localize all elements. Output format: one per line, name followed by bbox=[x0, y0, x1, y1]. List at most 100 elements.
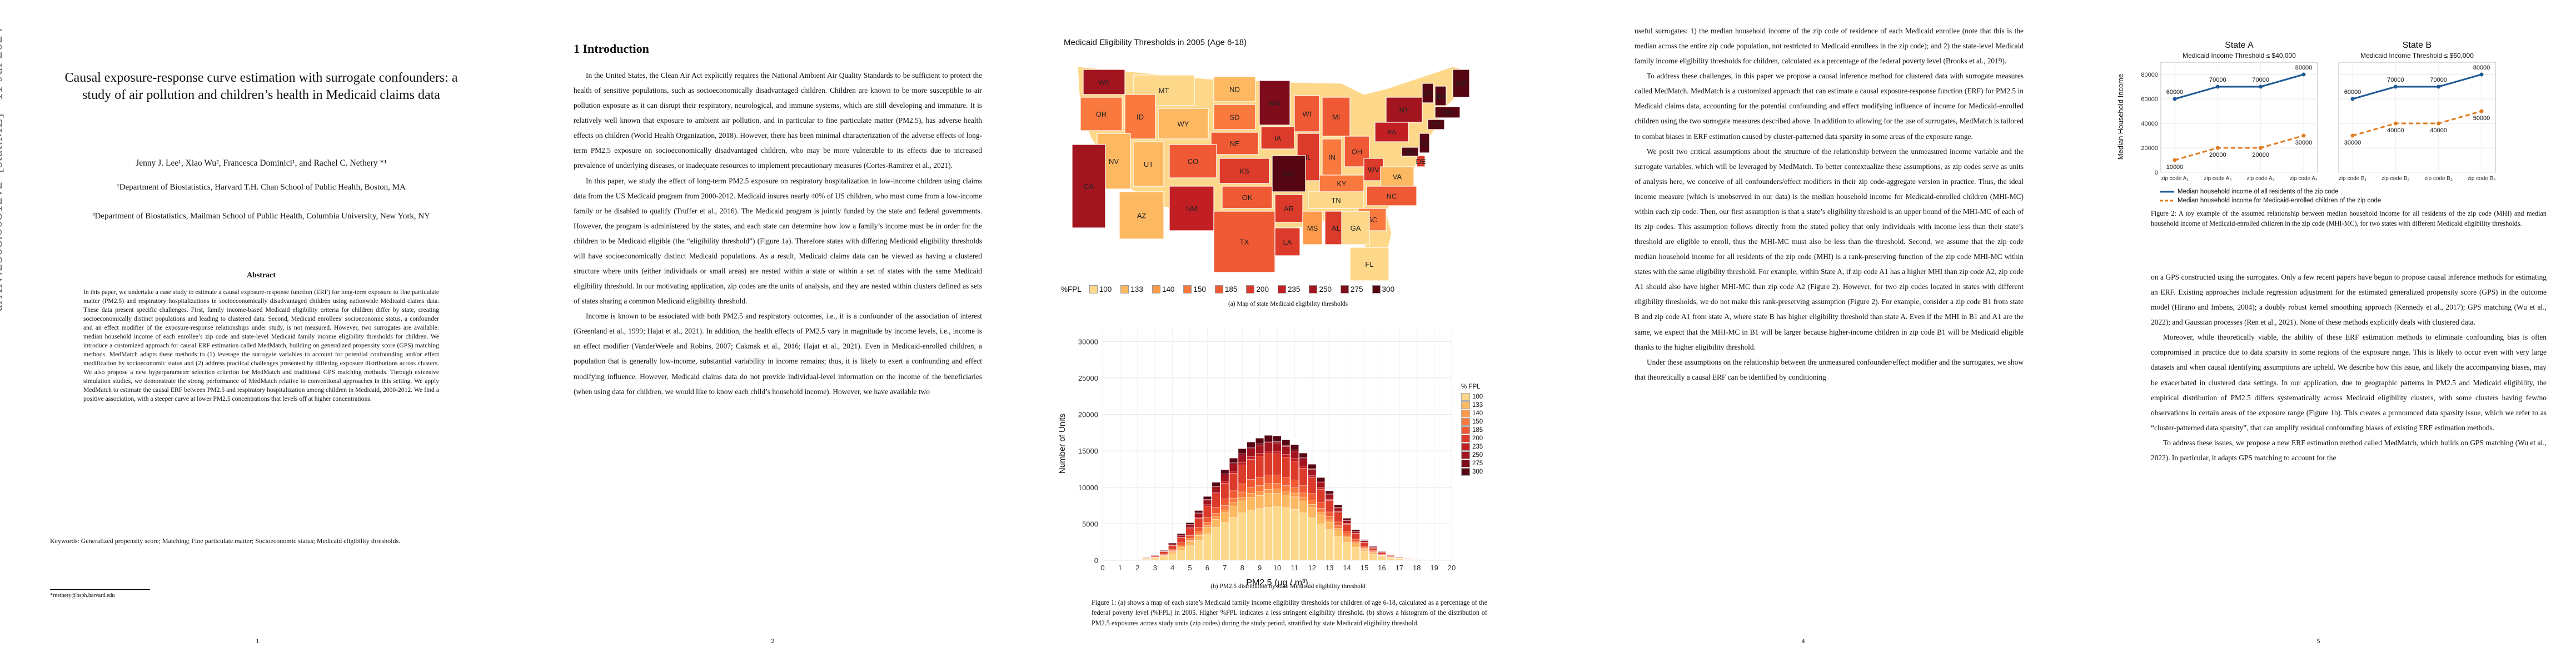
histogram-bar-segment bbox=[1247, 479, 1255, 488]
state-ca: CA bbox=[1072, 144, 1106, 228]
histogram-bar-segment bbox=[1229, 458, 1238, 463]
histogram-bar-segment bbox=[1360, 546, 1369, 548]
state-shape bbox=[1363, 158, 1384, 181]
histogram-bar-segment bbox=[1247, 497, 1255, 510]
histogram-bar-segment bbox=[1334, 511, 1343, 513]
y-tick-label: 25000 bbox=[1078, 374, 1098, 382]
state-shape bbox=[1341, 211, 1370, 245]
state-ct: CT bbox=[1427, 119, 1445, 130]
histogram-bar-segment bbox=[1168, 553, 1177, 561]
state-label: MN bbox=[1269, 99, 1280, 107]
state-ar: AR bbox=[1274, 194, 1303, 223]
state-shape bbox=[1319, 175, 1364, 192]
state-id: ID bbox=[1124, 94, 1156, 140]
panel-subtitle: Medicaid Income Threshold ≤ $40,000 bbox=[2183, 52, 2296, 59]
state-shape bbox=[1260, 126, 1295, 150]
state-label: VA bbox=[1393, 173, 1402, 181]
histogram-bar-segment bbox=[1194, 510, 1203, 514]
y-tick-label: 40000 bbox=[2141, 121, 2158, 127]
data-point bbox=[2350, 97, 2355, 101]
state-me: ME bbox=[1452, 69, 1470, 98]
histogram-bar-segment bbox=[1177, 542, 1185, 545]
state-shape bbox=[1322, 97, 1351, 137]
histogram-bar-segment bbox=[1220, 474, 1229, 475]
data-label: 30000 bbox=[2344, 140, 2361, 146]
histogram-bar-segment bbox=[1212, 486, 1220, 487]
histogram-legend-item: 250 bbox=[1461, 451, 1483, 459]
state-label: VT bbox=[1423, 89, 1433, 98]
state-shape bbox=[1169, 186, 1214, 231]
state-label: WI bbox=[1303, 110, 1312, 118]
data-point bbox=[2215, 146, 2220, 150]
map-legend-item: 133 bbox=[1120, 285, 1143, 293]
abstract-heading: Abstract bbox=[246, 271, 276, 280]
histogram-bar-segment bbox=[1290, 451, 1299, 459]
legend-value: 275 bbox=[1351, 285, 1363, 293]
histogram-bar-segment bbox=[1299, 492, 1308, 498]
arxiv-id: arXiv:2308.00812v2 bbox=[0, 181, 5, 311]
map-legend-item: 300 bbox=[1372, 285, 1394, 293]
page-number: 4 bbox=[1801, 637, 1805, 645]
x-tick-label: 18 bbox=[1413, 564, 1421, 572]
state-nv: NV bbox=[1097, 133, 1131, 190]
map-legend-item: 200 bbox=[1246, 285, 1269, 293]
state-nc: NC bbox=[1366, 186, 1417, 206]
state-label: NH bbox=[1436, 92, 1446, 101]
state-shape bbox=[1349, 247, 1389, 281]
histogram-bar-segment bbox=[1212, 494, 1220, 508]
histogram-bar-segment bbox=[1229, 462, 1238, 464]
histogram-bar-segment bbox=[1177, 533, 1185, 535]
histogram-bar-segment bbox=[1351, 541, 1360, 543]
state-label: MI bbox=[1332, 113, 1340, 121]
paragraph: We posit two critical assumptions about … bbox=[1635, 147, 2024, 351]
legend-mhimc-label: Median household income for Medicaid-enr… bbox=[2178, 197, 2381, 204]
histogram-bar-segment bbox=[1290, 458, 1299, 461]
dashed-line-icon bbox=[2160, 200, 2174, 202]
state-label: FL bbox=[1365, 260, 1373, 268]
figure-2-caption: Figure 2: A toy example of the assumed r… bbox=[2151, 210, 2547, 228]
legend-swatch bbox=[1309, 285, 1318, 293]
state-tn: TN bbox=[1308, 191, 1364, 209]
state-label: DE bbox=[1416, 157, 1426, 166]
state-label: TX bbox=[1240, 238, 1249, 246]
paragraph: Income is known to be associated with bo… bbox=[574, 312, 982, 396]
state-vt: VT bbox=[1422, 83, 1434, 103]
histogram-bar-segment bbox=[1343, 524, 1352, 531]
legend-swatch bbox=[1461, 442, 1470, 451]
mhi-line bbox=[2352, 73, 2482, 100]
histogram-bar-segment bbox=[1325, 519, 1334, 522]
histogram-bar-segment bbox=[1168, 549, 1177, 551]
histogram-legend-item: 200 bbox=[1461, 434, 1483, 442]
subcaption-b: (b) PM2.5 distribution by state Medicaid… bbox=[1210, 583, 1366, 590]
histogram-bar-segment bbox=[1351, 542, 1360, 544]
histogram-bar-segment bbox=[1212, 516, 1220, 520]
histogram-bar-segment bbox=[1317, 508, 1325, 512]
histogram-bar-segment bbox=[1185, 538, 1194, 541]
legend-swatch bbox=[1461, 409, 1470, 417]
data-label: 50000 bbox=[2473, 115, 2490, 122]
panel-subtitle: Medicaid Income Threshold ≤ $60,000 bbox=[2360, 52, 2474, 59]
state-shape bbox=[1386, 97, 1423, 123]
footnote-rule bbox=[50, 589, 150, 590]
histogram-bar-segment bbox=[1308, 477, 1317, 494]
y-tick-label: 10000 bbox=[1078, 484, 1098, 492]
histogram-bar-segment bbox=[1247, 456, 1255, 460]
state-shape bbox=[1083, 69, 1125, 95]
page-2: 1 Introduction In the United States, the… bbox=[515, 0, 1030, 667]
histogram-bar-segment bbox=[1290, 480, 1299, 489]
x-tick-label: zip code B₂ bbox=[2381, 176, 2410, 182]
histogram-bar-segment bbox=[1325, 521, 1334, 530]
data-point bbox=[2259, 146, 2263, 150]
state-label: ID bbox=[1137, 113, 1144, 121]
histogram-bar-segment bbox=[1360, 542, 1369, 546]
state-label: WA bbox=[1098, 78, 1110, 87]
histogram-bar-segment bbox=[1264, 451, 1273, 454]
data-label: 20000 bbox=[2209, 152, 2226, 158]
x-tick-label: 9 bbox=[1258, 564, 1262, 572]
histogram-bar-segment bbox=[1255, 453, 1264, 456]
state-ny: NY bbox=[1386, 97, 1423, 123]
panel-title: State A bbox=[2225, 41, 2254, 50]
x-tick-label: 17 bbox=[1396, 564, 1403, 572]
state-wy: WY bbox=[1158, 108, 1209, 140]
state-shape bbox=[1259, 80, 1291, 126]
